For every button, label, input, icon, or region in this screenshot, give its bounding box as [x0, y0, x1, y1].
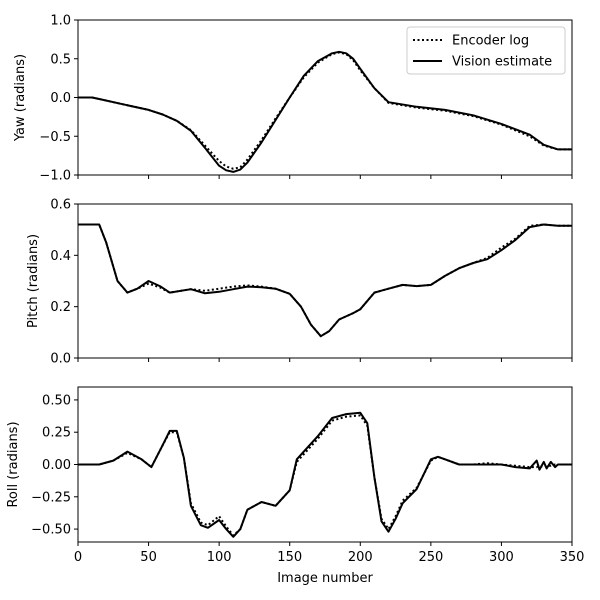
panel-0: −1.0 −0.5 0.0 0.5 1.0 Yaw (radians) Encoder lo… [13, 14, 573, 184]
plot-frame [77, 203, 573, 359]
y-tick-label: −0.25 [31, 490, 71, 505]
y-tick-label: 0.25 [42, 426, 71, 441]
series-vision-estimate [78, 411, 572, 538]
y-tick-label: 0.2 [50, 300, 71, 315]
y-tick-label: 0.6 [50, 198, 71, 213]
y-axis-label: Roll (radians) [6, 421, 21, 507]
y-axis-label: Pitch (radians) [26, 234, 41, 328]
x-tick-label: 100 [207, 550, 232, 565]
x-axis-label: Image number [277, 571, 373, 586]
x-tick-label: 350 [560, 550, 585, 565]
y-tick-label: 0.00 [42, 458, 71, 473]
series-encoder-log [78, 414, 572, 537]
x-tick-label: 250 [418, 550, 443, 565]
y-tick-label: 0.0 [50, 91, 71, 106]
series-vision-estimate [78, 50, 572, 173]
y-tick-label: −1.0 [39, 169, 71, 184]
x-tick-label: 0 [74, 550, 82, 565]
legend-box [406, 26, 566, 75]
x-tick-label: 150 [277, 550, 302, 565]
panel-2: −0.50 −0.25 0.00 0.25 0.50 0 50 100 150 200 250 300… [6, 386, 585, 586]
legend: Encoder log Vision estimate [406, 26, 566, 75]
y-tick-label: 0.0 [50, 352, 71, 367]
legend-label: Vision estimate [452, 55, 552, 70]
series-vision-estimate [78, 223, 572, 338]
series-encoder-log [78, 223, 572, 338]
x-tick-label: 200 [348, 550, 373, 565]
y-tick-label: −0.50 [31, 523, 71, 538]
x-tick-label: 300 [489, 550, 514, 565]
legend-label: Encoder log [452, 34, 529, 49]
y-tick-label: 0.5 [50, 52, 71, 67]
x-tick-label: 50 [140, 550, 157, 565]
y-tick-label: 0.50 [42, 393, 71, 408]
panel-1: 0.0 0.2 0.4 0.6 Pitch (radians) [26, 198, 573, 367]
y-tick-label: 1.0 [50, 14, 71, 29]
y-tick-label: 0.4 [50, 249, 71, 264]
y-axis-label: Yaw (radians) [13, 54, 28, 142]
y-tick-label: −0.5 [39, 130, 71, 145]
